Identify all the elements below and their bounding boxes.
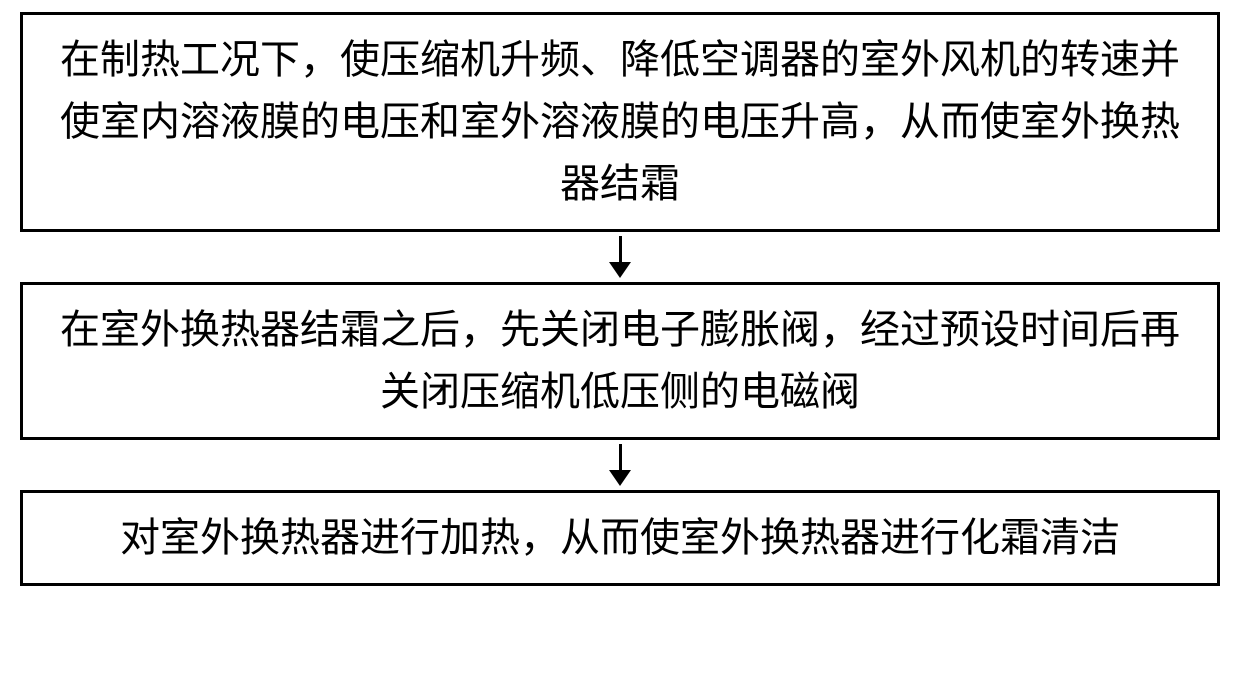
- arrow-line-icon: [619, 444, 622, 470]
- flow-step-1-text: 在制热工况下，使压缩机升频、降低空调器的室外风机的转速并使室内溶液膜的电压和室外…: [60, 37, 1180, 206]
- flow-step-3-text: 对室外换热器进行加热，从而使室外换热器进行化霜清洁: [120, 515, 1120, 560]
- flow-step-2-text: 在室外换热器结霜之后，先关闭电子膨胀阀，经过预设时间后再关闭压缩机低压侧的电磁阀: [60, 307, 1180, 414]
- arrow-down-icon: [609, 262, 631, 278]
- arrow-line-icon: [619, 236, 622, 262]
- flow-step-3: 对室外换热器进行加热，从而使室外换热器进行化霜清洁: [20, 490, 1220, 586]
- arrow-down-icon: [609, 470, 631, 486]
- arrow-1-to-2: [609, 232, 631, 282]
- flow-step-2: 在室外换热器结霜之后，先关闭电子膨胀阀，经过预设时间后再关闭压缩机低压侧的电磁阀: [20, 282, 1220, 440]
- flow-step-1: 在制热工况下，使压缩机升频、降低空调器的室外风机的转速并使室内溶液膜的电压和室外…: [20, 12, 1220, 232]
- arrow-2-to-3: [609, 440, 631, 490]
